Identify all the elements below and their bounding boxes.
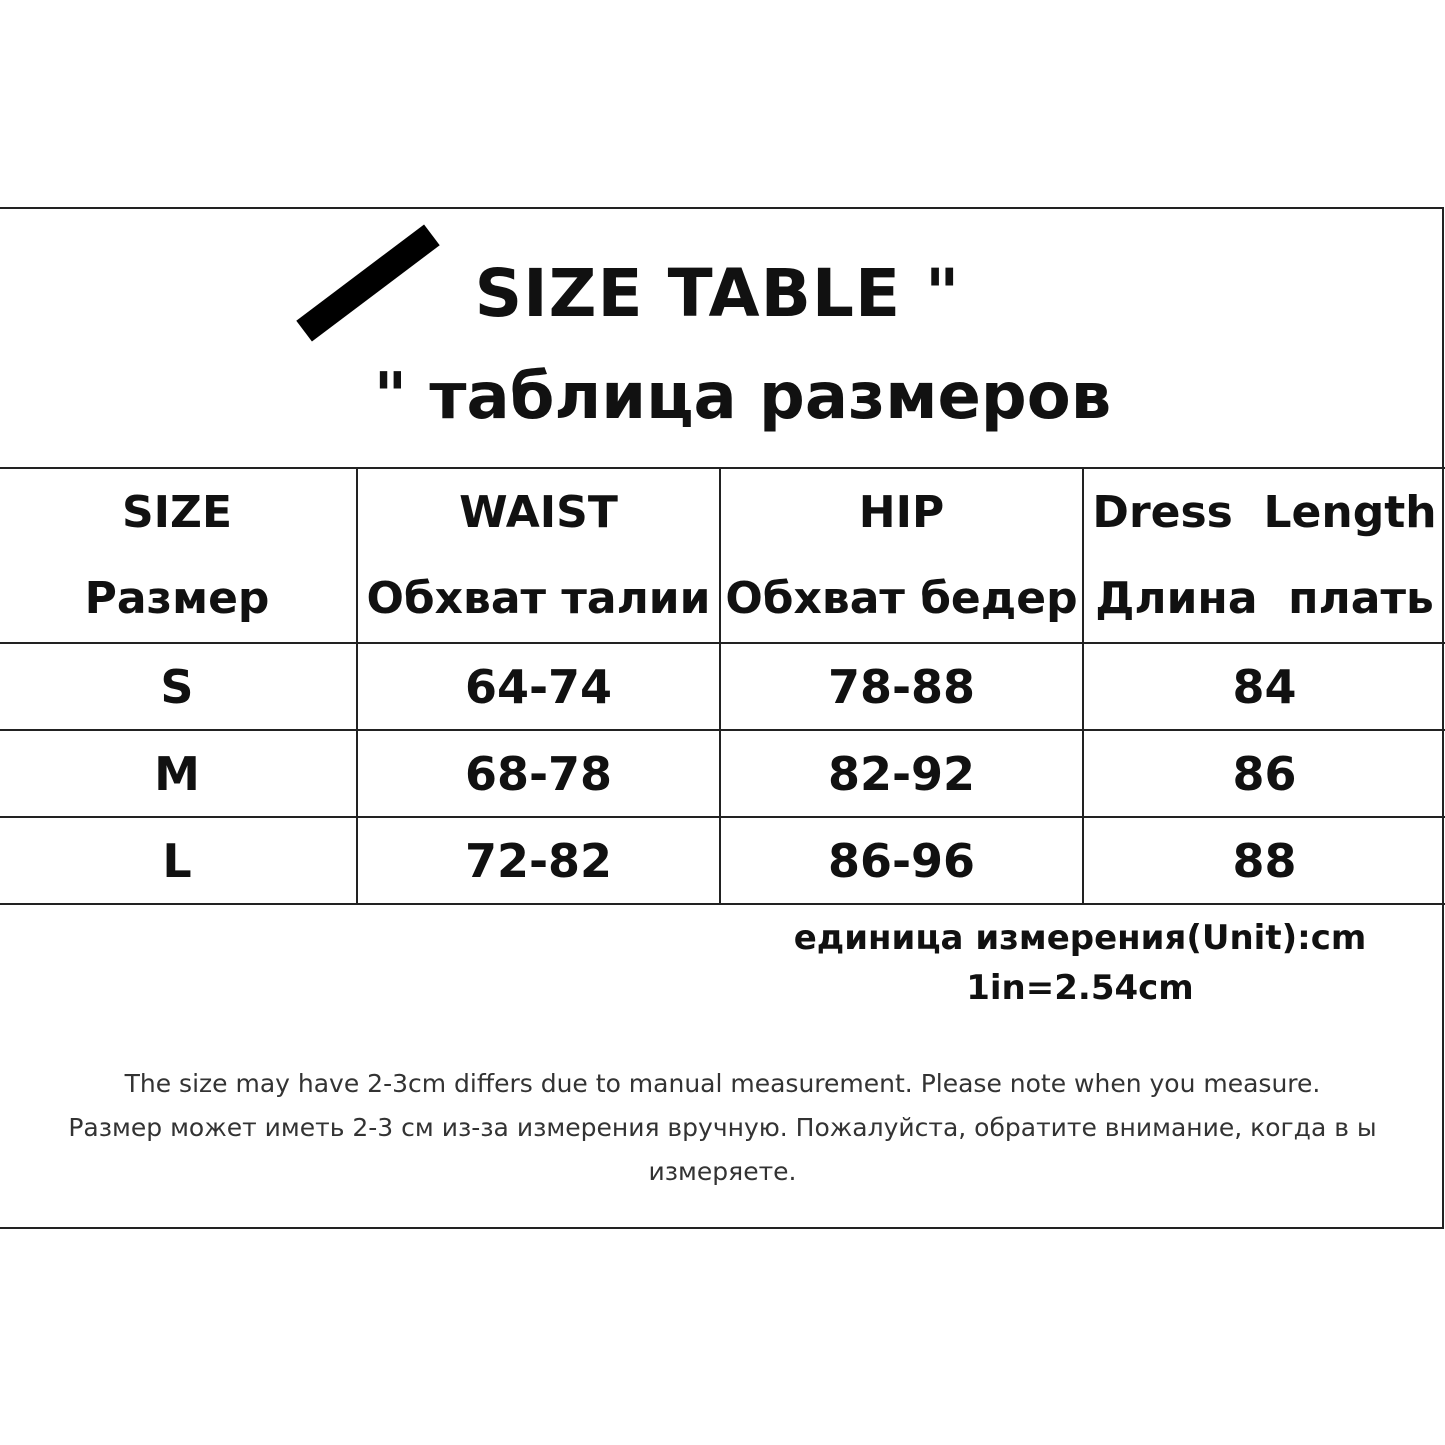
unit-label: единица измерения(Unit):cm bbox=[793, 918, 1367, 958]
header-waist: WAIST Обхват талии bbox=[356, 467, 721, 644]
cell-dress-length: 84 bbox=[1082, 642, 1445, 731]
note-english: The size may have 2-3cm differs due to m… bbox=[124, 1069, 1321, 1098]
cell-hip: 82-92 bbox=[719, 729, 1084, 818]
title-english-text: SIZE TABLE " bbox=[474, 255, 961, 332]
header-hip: HIP Обхват бедер bbox=[719, 467, 1084, 644]
table-row: L 72-82 86-96 88 bbox=[0, 816, 1445, 905]
cell-dress-length: 86 bbox=[1082, 729, 1445, 818]
cell-waist: 72-82 bbox=[356, 816, 721, 905]
cell-size: L bbox=[0, 816, 358, 905]
cell-waist: 68-78 bbox=[356, 729, 721, 818]
inch-conversion: 1in=2.54cm bbox=[966, 968, 1194, 1008]
size-table: SIZE Размер WAIST Обхват талии HIP Обхват б… bbox=[0, 467, 1445, 905]
table-header-row: SIZE Размер WAIST Обхват талии HIP Обхват б… bbox=[0, 467, 1445, 644]
table-row: M 68-78 82-92 86 bbox=[0, 729, 1445, 818]
cell-hip: 86-96 bbox=[719, 816, 1084, 905]
title-russian: " таблица размеров bbox=[373, 360, 1112, 434]
title-english: SIZE TABLE " bbox=[0, 255, 1445, 332]
table-row: S 64-74 78-88 84 bbox=[0, 642, 1445, 731]
cell-size: M bbox=[0, 729, 358, 818]
header-size: SIZE Размер bbox=[0, 467, 358, 644]
note-russian: Размер может иметь 2-3 см из-за измерени… bbox=[68, 1113, 1377, 1186]
measurement-note: The size may have 2-3cm differs due to m… bbox=[10, 1062, 1435, 1194]
cell-dress-length: 88 bbox=[1082, 816, 1445, 905]
header-dress-length: Dress Length Длина плать bbox=[1082, 467, 1445, 644]
cell-hip: 78-88 bbox=[719, 642, 1084, 731]
cell-size: S bbox=[0, 642, 358, 731]
cell-waist: 64-74 bbox=[356, 642, 721, 731]
